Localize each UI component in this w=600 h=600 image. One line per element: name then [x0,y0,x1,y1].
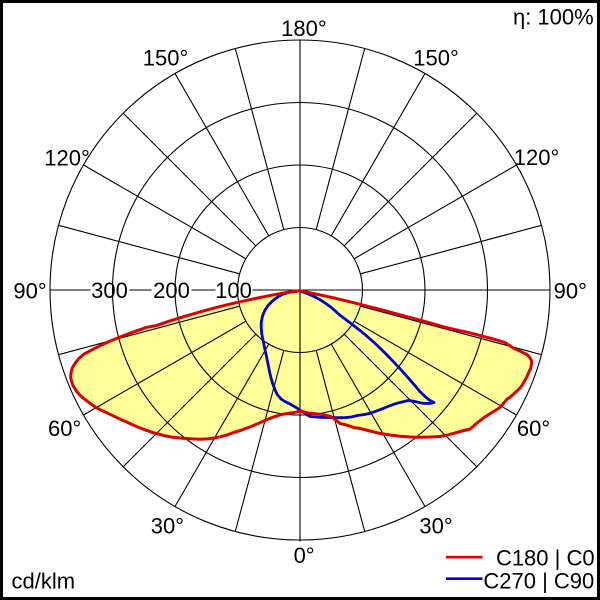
svg-text:C180 | C0: C180 | C0 [496,546,595,571]
svg-text:150°: 150° [143,46,189,71]
svg-text:C270 | C90: C270 | C90 [483,569,594,594]
svg-text:120°: 120° [44,145,90,170]
svg-text:150°: 150° [413,45,459,70]
svg-text:30°: 30° [151,513,184,538]
svg-text:cd/klm: cd/klm [12,568,76,593]
svg-text:90°: 90° [554,279,587,304]
svg-text:30°: 30° [419,513,452,538]
svg-text:100: 100 [215,278,252,303]
svg-text:η: 100%: η: 100% [513,5,594,30]
svg-text:180°: 180° [281,16,327,41]
svg-text:200: 200 [153,278,190,303]
svg-text:120°: 120° [514,145,560,170]
svg-text:60°: 60° [517,416,550,441]
svg-text:60°: 60° [48,416,81,441]
svg-text:0°: 0° [294,543,315,568]
svg-text:300: 300 [91,278,128,303]
svg-text:90°: 90° [13,278,46,303]
